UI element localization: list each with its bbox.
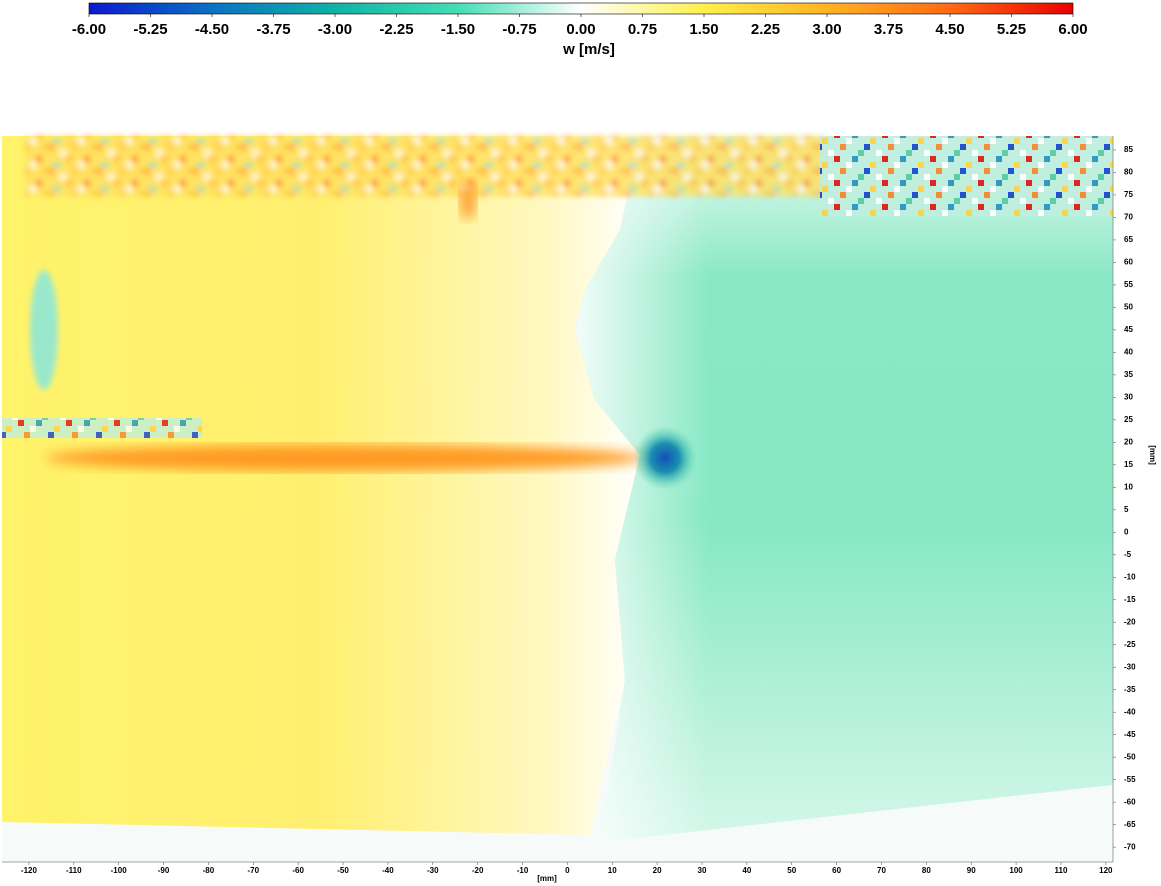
colorbar-tick-label: -6.00 — [72, 21, 106, 38]
y-tick-label: 75 — [1124, 190, 1133, 199]
x-tick-label: -40 — [382, 866, 394, 875]
x-tick-label: 100 — [1009, 866, 1023, 875]
colorbar-tick-label: 3.00 — [812, 21, 841, 38]
y-tick-label: 5 — [1124, 505, 1129, 514]
y-tick-label: 65 — [1124, 235, 1133, 244]
x-tick-label: -20 — [472, 866, 484, 875]
y-tick-label: 0 — [1124, 527, 1129, 536]
colorbar-tick-label: -1.50 — [441, 21, 475, 38]
velocity-field — [2, 136, 1113, 862]
colorbar-tick-label: -2.25 — [379, 21, 413, 38]
colorbar-tick-label: -3.00 — [318, 21, 352, 38]
x-tick-label: 90 — [967, 866, 976, 875]
y-tick-label: -40 — [1124, 707, 1136, 716]
x-tick-label: -60 — [292, 866, 304, 875]
colorbar-tick-label: -3.75 — [256, 21, 290, 38]
y-tick-label: -25 — [1124, 640, 1136, 649]
colorbar-label: w [m/s] — [562, 41, 615, 58]
y-axis-label: [mm] — [1148, 445, 1157, 465]
y-tick-label: -10 — [1124, 572, 1136, 581]
x-tick-label: 20 — [653, 866, 662, 875]
y-tick-label: -55 — [1124, 775, 1136, 784]
colorbar-tick-label: -5.25 — [133, 21, 167, 38]
x-tick-label: -50 — [337, 866, 349, 875]
colorbar-tick-label: 2.25 — [751, 21, 780, 38]
y-tick-label: 85 — [1124, 145, 1133, 154]
x-tick-label: 80 — [922, 866, 931, 875]
x-tick-label: -110 — [66, 866, 82, 875]
colorbar-tick-label: -0.75 — [502, 21, 536, 38]
x-tick-label: 50 — [787, 866, 796, 875]
x-tick-label: 60 — [832, 866, 841, 875]
y-tick-label: -60 — [1124, 797, 1136, 806]
x-tick-label: -10 — [517, 866, 529, 875]
y-tick-label: 40 — [1124, 347, 1133, 356]
x-tick-label: 120 — [1099, 866, 1113, 875]
y-tick-label: 80 — [1124, 168, 1133, 177]
colorbar-tick-label: 1.50 — [689, 21, 718, 38]
colorbar-tick-label: 5.25 — [997, 21, 1026, 38]
x-tick-label: -90 — [158, 866, 170, 875]
colorbar-tick-label: 0.75 — [628, 21, 657, 38]
y-tick-label: 25 — [1124, 415, 1133, 424]
y-tick-label: -30 — [1124, 662, 1136, 671]
x-tick-label: 10 — [608, 866, 617, 875]
y-tick-label: -35 — [1124, 685, 1136, 694]
y-tick-label: -65 — [1124, 820, 1136, 829]
y-tick-label: 30 — [1124, 392, 1133, 401]
x-tick-label: -80 — [203, 866, 215, 875]
x-tick-label: -30 — [427, 866, 439, 875]
y-tick-label: -45 — [1124, 730, 1136, 739]
y-tick-label: -70 — [1124, 842, 1136, 851]
y-tick-label: 70 — [1124, 213, 1133, 222]
y-tick-label: 15 — [1124, 460, 1133, 469]
y-tick-label: 35 — [1124, 370, 1133, 379]
y-tick-label: -20 — [1124, 617, 1136, 626]
y-tick-label: -5 — [1124, 550, 1132, 559]
x-tick-label: -120 — [21, 866, 38, 875]
y-tick-label: 50 — [1124, 302, 1133, 311]
colorbar — [88, 2, 1074, 15]
y-tick-label: 55 — [1124, 280, 1133, 289]
x-tick-label: 0 — [565, 866, 570, 875]
y-tick-label: 10 — [1124, 482, 1133, 491]
y-tick-label: 20 — [1124, 437, 1133, 446]
y-tick-label: 45 — [1124, 325, 1133, 334]
x-tick-label: 30 — [698, 866, 707, 875]
y-tick-label: 60 — [1124, 258, 1133, 267]
colorbar-tick-label: 6.00 — [1058, 21, 1087, 38]
colorbar-tick-label: 3.75 — [874, 21, 903, 38]
y-tick-label: -15 — [1124, 595, 1136, 604]
colorbar-tick-label: -4.50 — [195, 21, 229, 38]
colorbar-tick-label: 4.50 — [935, 21, 964, 38]
x-tick-label: 110 — [1054, 866, 1067, 875]
y-tick-label: -50 — [1124, 752, 1136, 761]
colorbar-tick-label: 0.00 — [566, 21, 595, 38]
x-axis-label: [mm] — [537, 874, 557, 883]
x-tick-label: 70 — [877, 866, 886, 875]
x-tick-label: -100 — [111, 866, 128, 875]
x-tick-label: -70 — [247, 866, 259, 875]
x-tick-label: 40 — [742, 866, 751, 875]
